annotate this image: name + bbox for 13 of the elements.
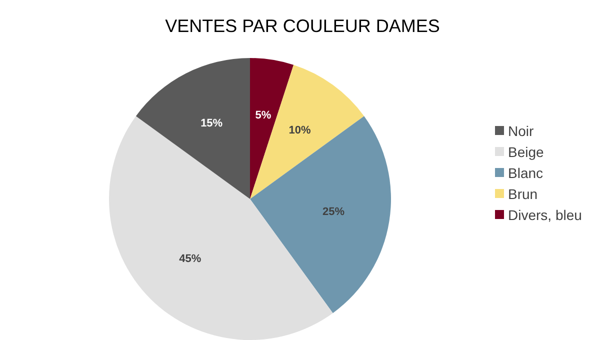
data-label: 10% — [288, 124, 311, 137]
chart-title: VENTES PAR COULEUR DAMES — [164, 16, 441, 37]
data-label: 45% — [179, 252, 202, 265]
legend-label: Beige — [508, 144, 544, 160]
legend-label: Noir — [508, 122, 534, 138]
data-label: 25% — [322, 206, 345, 218]
legend-label: Blanc — [508, 164, 544, 180]
legend-label: Divers, bleu — [508, 206, 582, 222]
data-label: 15% — [200, 118, 223, 130]
pie-slice — [136, 58, 250, 199]
pie-slice — [250, 64, 364, 199]
data-label: 5% — [255, 109, 272, 122]
legend-label: Brun — [508, 186, 538, 202]
